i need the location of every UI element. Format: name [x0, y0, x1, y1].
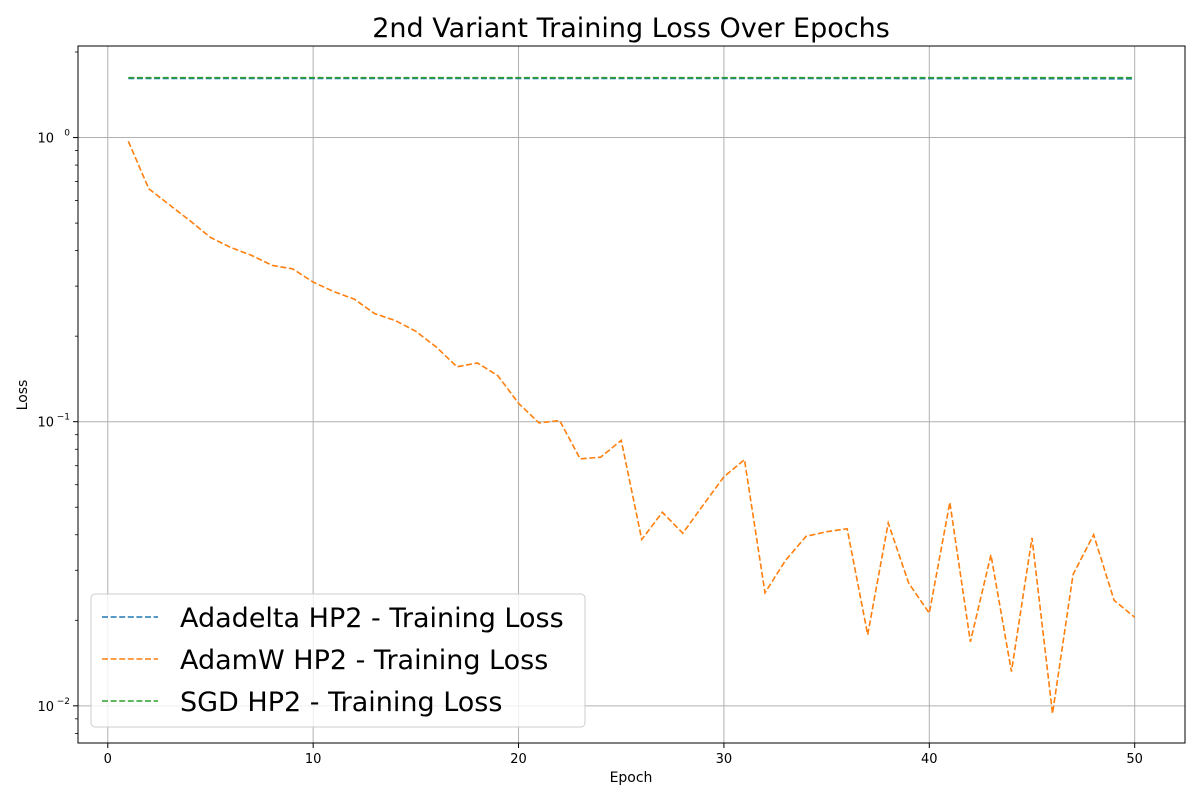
x-tick-label: 50 [1126, 752, 1143, 767]
x-tick-label: 10 [305, 752, 322, 767]
x-axis-ticks: 0 10 20 30 40 50 [104, 743, 1143, 767]
y-tick-label: 10 [37, 132, 54, 147]
series-layer [127, 76, 1136, 714]
legend-label-2: SGD HP2 - Training Loss [180, 687, 502, 718]
chart-title: 2nd Variant Training Loss Over Epochs [372, 13, 890, 44]
y-tick-base: 10 [37, 700, 54, 715]
legend-label-0: Adadelta HP2 - Training Loss [180, 603, 564, 634]
y-tick-base: 10 [37, 132, 54, 147]
x-tick-label: 40 [921, 752, 938, 767]
series-line-1 [127, 141, 1136, 714]
y-tick-label: 10 [37, 700, 54, 715]
y-tick-exponent: 0 [64, 129, 70, 139]
x-tick-label: 20 [510, 752, 527, 767]
grid-lines [78, 46, 1185, 743]
legend-label-1: AdamW HP2 - Training Loss [180, 645, 548, 676]
x-tick-label: 0 [104, 752, 112, 767]
x-axis-label: Epoch [610, 770, 653, 786]
y-tick-exponent: −1 [57, 413, 70, 423]
legend: Adadelta HP2 - Training Loss AdamW HP2 - … [90, 593, 586, 728]
plot-frame [77, 45, 1186, 744]
legend-box [90, 593, 586, 728]
y-tick-base: 10 [37, 416, 54, 431]
y-axis-label: Loss [15, 380, 31, 411]
y-tick-label: 10 [37, 416, 54, 431]
x-tick-label: 30 [716, 752, 733, 767]
y-tick-exponent: −2 [57, 697, 70, 707]
